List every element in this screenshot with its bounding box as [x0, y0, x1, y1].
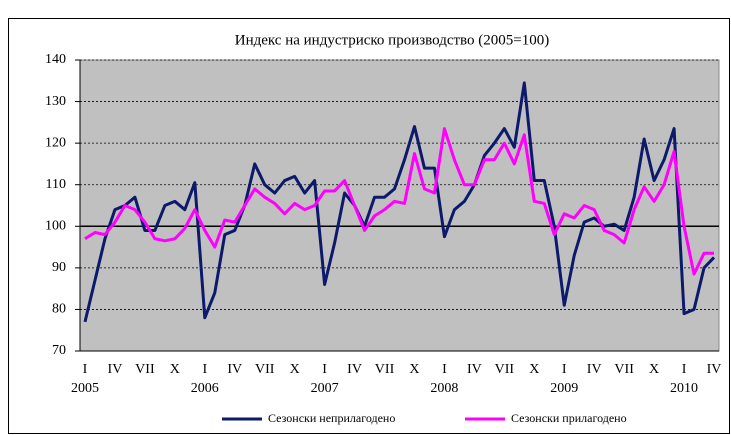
x-tick-label: VII: [135, 362, 155, 377]
year-label: 2006: [191, 381, 219, 396]
x-tick-label: IV: [347, 362, 362, 377]
x-tick-label: X: [409, 362, 419, 377]
year-label: 2009: [550, 381, 578, 396]
y-tick-label: 80: [52, 302, 66, 317]
series-line: [83, 81, 716, 323]
year-label: 2008: [430, 381, 458, 396]
y-tick-label: 120: [45, 135, 66, 150]
x-tick-label: IV: [227, 362, 242, 377]
x-tick-label: IV: [707, 362, 722, 377]
x-tick-label: I: [83, 362, 88, 377]
plot-area: [79, 59, 720, 352]
x-tick-label: VII: [255, 362, 275, 377]
legend-label: Сезонски неприлагодено: [268, 411, 395, 425]
year-label: 2005: [71, 381, 99, 396]
y-tick-label: 130: [45, 94, 66, 109]
x-tick-label: X: [529, 362, 539, 377]
x-tick-label: I: [442, 362, 447, 377]
x-tick-label: IV: [467, 362, 482, 377]
x-tick-label: I: [202, 362, 207, 377]
x-tick-label: X: [170, 362, 180, 377]
y-tick-label: 100: [45, 219, 66, 234]
x-tick-label: I: [322, 362, 327, 377]
y-tick-label: 90: [52, 260, 66, 275]
x-tick-label: VII: [614, 362, 634, 377]
year-label: 2007: [311, 381, 339, 396]
chart-title: Индекс на индустриско производство (2005…: [235, 32, 550, 48]
y-tick-label: 140: [45, 52, 66, 67]
legend-label: Сезонски прилагодено: [511, 411, 627, 425]
year-label: 2010: [670, 381, 698, 396]
y-tick-label: 70: [52, 343, 66, 358]
x-tick-label: I: [562, 362, 567, 377]
x-tick-label: X: [649, 362, 659, 377]
x-tick-label: X: [290, 362, 300, 377]
x-tick-label: VII: [495, 362, 515, 377]
x-tick-label: VII: [375, 362, 395, 377]
y-tick-label: 110: [46, 177, 66, 192]
x-tick-label: IV: [108, 362, 123, 377]
x-tick-label: IV: [587, 362, 602, 377]
series-line: [84, 127, 715, 276]
x-tick-label: I: [682, 362, 687, 377]
